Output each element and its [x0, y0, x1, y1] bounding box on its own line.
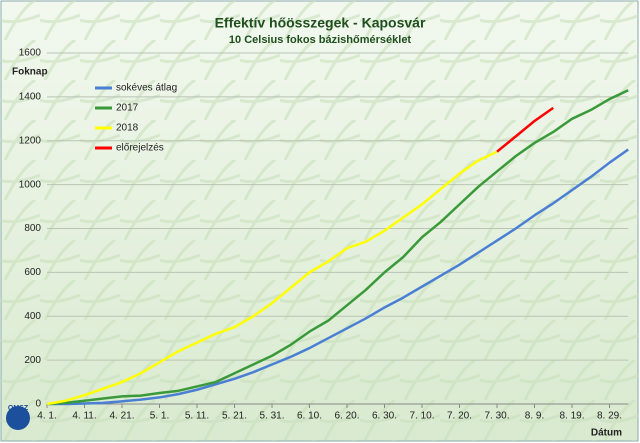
y-tick-label: 600 [24, 267, 41, 278]
x-tick-label: 7. 20. [447, 411, 472, 422]
series-line [46, 150, 498, 406]
x-tick-label: 5. 1. [150, 411, 169, 422]
x-tick-label: 7. 30. [484, 411, 509, 422]
series-line [46, 89, 629, 406]
legend-label: 2017 [116, 103, 139, 114]
x-tick-label: 6. 30. [372, 411, 397, 422]
x-tick-label: 4. 21. [109, 411, 134, 422]
x-tick-label: 7. 10. [409, 411, 434, 422]
y-tick-label: 1400 [19, 92, 42, 103]
x-tick-label: 4. 11. [72, 411, 96, 422]
y-axis-label: Foknap [12, 67, 48, 78]
x-tick-label: 4. 1. [37, 411, 56, 422]
legend-label: 2018 [116, 123, 139, 134]
series-line [47, 148, 629, 406]
y-tick-label: 0 [35, 399, 41, 410]
y-tick-label: 1200 [19, 135, 42, 146]
x-tick-label: 8. 29. [597, 411, 622, 422]
chart-title: Effektív hőösszegek - Kaposvár [215, 15, 426, 31]
x-tick-label: 8. 9. [525, 411, 544, 422]
logo-text: OMSZ [8, 405, 29, 412]
x-tick-label: 8. 19. [559, 411, 584, 422]
y-tick-label: 400 [24, 311, 41, 322]
x-tick-label: 5. 21. [222, 411, 247, 422]
y-tick-label: 800 [24, 223, 41, 234]
x-tick-label: 5. 11. [185, 411, 209, 422]
y-tick-label: 1000 [19, 179, 42, 190]
y-tick-label: 1600 [19, 48, 42, 59]
x-tick-label: 6. 20. [334, 411, 359, 422]
series-line [496, 106, 554, 153]
x-axis-label: Dátum [591, 428, 622, 439]
x-tick-label: 6. 10. [297, 411, 322, 422]
chart-subtitle: 10 Celsius fokos bázishőmérséklet [229, 34, 412, 46]
y-tick-label: 200 [24, 355, 41, 366]
legend-label: sokéves átlag [116, 83, 177, 94]
x-tick-label: 5. 31. [259, 411, 284, 422]
logo-icon [6, 406, 30, 430]
legend-label: előrejelzés [116, 143, 164, 154]
